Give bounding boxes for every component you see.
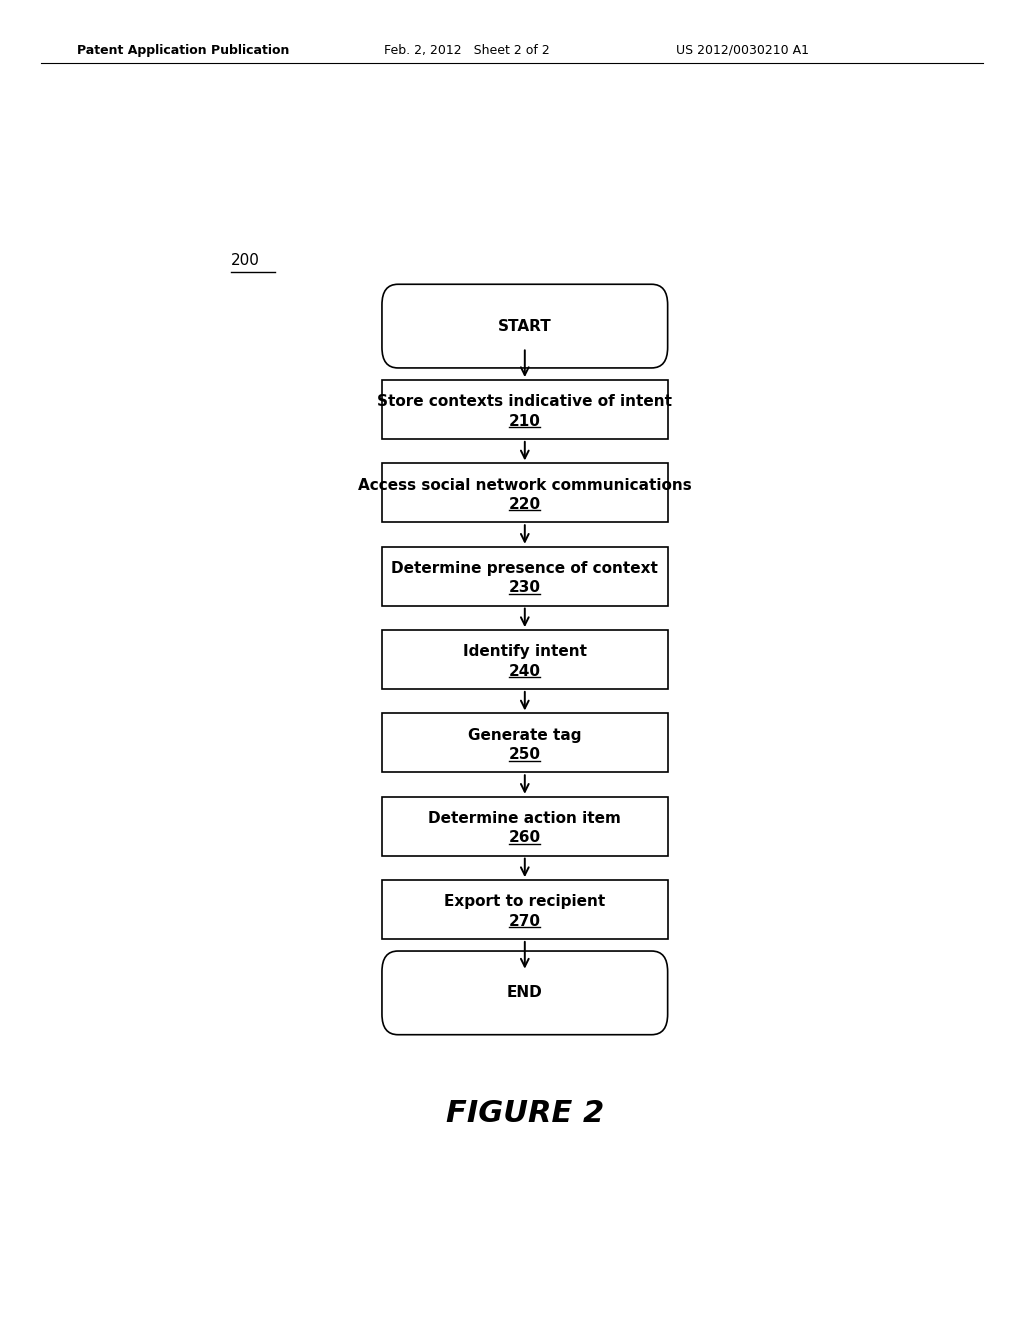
Text: Export to recipient: Export to recipient [444, 895, 605, 909]
Bar [382, 713, 668, 772]
Text: 240: 240 [509, 664, 541, 678]
Text: 250: 250 [509, 747, 541, 762]
Text: 260: 260 [509, 830, 541, 846]
Text: Identify intent: Identify intent [463, 644, 587, 659]
Text: Generate tag: Generate tag [468, 727, 582, 743]
Bar [382, 463, 668, 523]
Text: Store contexts indicative of intent: Store contexts indicative of intent [377, 395, 673, 409]
Text: 230: 230 [509, 581, 541, 595]
Text: Feb. 2, 2012   Sheet 2 of 2: Feb. 2, 2012 Sheet 2 of 2 [384, 44, 550, 57]
Bar [382, 797, 668, 855]
FancyBboxPatch shape [382, 284, 668, 368]
Text: Determine presence of context: Determine presence of context [391, 561, 658, 576]
Bar [382, 880, 668, 939]
Text: START: START [498, 318, 552, 334]
Text: Access social network communications: Access social network communications [358, 478, 691, 492]
Text: 270: 270 [509, 913, 541, 929]
Bar [382, 380, 668, 440]
FancyBboxPatch shape [382, 950, 668, 1035]
Text: Determine action item: Determine action item [428, 810, 622, 826]
Text: 220: 220 [509, 498, 541, 512]
Text: US 2012/0030210 A1: US 2012/0030210 A1 [676, 44, 809, 57]
Text: END: END [507, 985, 543, 1001]
Bar [382, 546, 668, 606]
Text: 210: 210 [509, 413, 541, 429]
Bar [382, 630, 668, 689]
Text: 200: 200 [231, 252, 260, 268]
Text: Patent Application Publication: Patent Application Publication [77, 44, 289, 57]
Text: FIGURE 2: FIGURE 2 [445, 1100, 604, 1129]
